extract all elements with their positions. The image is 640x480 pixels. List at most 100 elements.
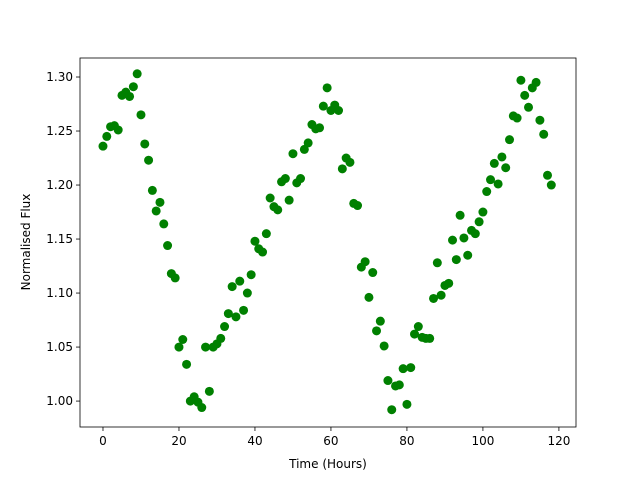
point — [322, 83, 332, 93]
point — [102, 131, 112, 141]
point — [364, 292, 374, 302]
point — [444, 278, 454, 288]
point — [201, 342, 211, 352]
point — [318, 101, 328, 111]
point — [315, 123, 325, 133]
point — [429, 293, 439, 303]
point — [250, 236, 260, 246]
point — [235, 276, 245, 286]
plot-frame — [79, 57, 577, 428]
point — [125, 91, 135, 101]
point — [512, 113, 522, 123]
point — [144, 155, 154, 165]
y-tick-label: 1.00 — [46, 394, 73, 408]
point — [280, 174, 290, 184]
point — [432, 258, 442, 268]
point — [482, 187, 492, 197]
point — [546, 180, 556, 190]
point — [478, 207, 488, 217]
point — [159, 219, 169, 229]
point — [242, 288, 252, 298]
point — [227, 282, 237, 292]
point — [459, 233, 469, 243]
point — [204, 386, 214, 396]
point — [394, 380, 404, 390]
point — [402, 399, 412, 409]
point — [455, 210, 465, 220]
point — [197, 403, 207, 413]
point — [451, 255, 461, 265]
point — [98, 141, 108, 151]
point — [223, 309, 233, 319]
point — [273, 205, 283, 215]
point — [535, 115, 545, 125]
point — [463, 250, 473, 260]
y-tick-label: 1.30 — [46, 70, 73, 84]
x-tick-label: 40 — [247, 434, 262, 448]
y-tick-label: 1.05 — [46, 340, 73, 354]
point — [360, 257, 370, 267]
point — [296, 174, 306, 184]
point — [288, 149, 298, 159]
point — [413, 322, 423, 332]
point — [406, 363, 416, 373]
point — [539, 129, 549, 139]
point — [543, 170, 553, 180]
x-tick-label: 120 — [547, 434, 570, 448]
point — [265, 193, 275, 203]
x-tick-label: 20 — [171, 434, 186, 448]
point — [524, 102, 534, 112]
point — [425, 333, 435, 343]
y-tick-label: 1.20 — [46, 178, 73, 192]
point — [231, 312, 241, 322]
y-tick-label: 1.15 — [46, 232, 73, 246]
point — [474, 217, 484, 227]
point — [140, 139, 150, 149]
point — [170, 273, 180, 283]
point — [505, 135, 515, 145]
point — [379, 341, 389, 351]
point — [303, 138, 313, 148]
point — [258, 247, 268, 257]
x-tick-label: 0 — [99, 434, 107, 448]
point — [516, 75, 526, 85]
x-axis-label: Time (Hours) — [288, 457, 367, 471]
point — [284, 195, 294, 205]
point — [299, 144, 309, 154]
x-tick-label: 100 — [471, 434, 494, 448]
point — [216, 333, 226, 343]
point — [337, 164, 347, 174]
point — [155, 197, 165, 207]
point — [448, 235, 458, 245]
point — [375, 316, 385, 326]
point — [497, 152, 507, 162]
y-tick-label: 1.10 — [46, 286, 73, 300]
point — [486, 175, 496, 185]
point — [383, 376, 393, 386]
point — [178, 335, 188, 345]
point — [345, 157, 355, 167]
point — [372, 326, 382, 336]
point — [182, 359, 192, 369]
y-axis-label: Normalised Flux — [19, 194, 33, 291]
point — [136, 110, 146, 120]
point — [436, 290, 446, 300]
point — [470, 229, 480, 239]
point — [261, 229, 271, 239]
point — [151, 206, 161, 216]
point — [113, 125, 123, 135]
x-tick-label: 60 — [323, 434, 338, 448]
point — [174, 342, 184, 352]
point — [493, 179, 503, 189]
point — [387, 405, 397, 415]
point — [410, 329, 420, 339]
point — [353, 201, 363, 211]
point — [239, 305, 249, 315]
point — [489, 158, 499, 168]
point — [334, 105, 344, 115]
point — [368, 268, 378, 278]
point — [531, 77, 541, 87]
point — [246, 270, 256, 280]
